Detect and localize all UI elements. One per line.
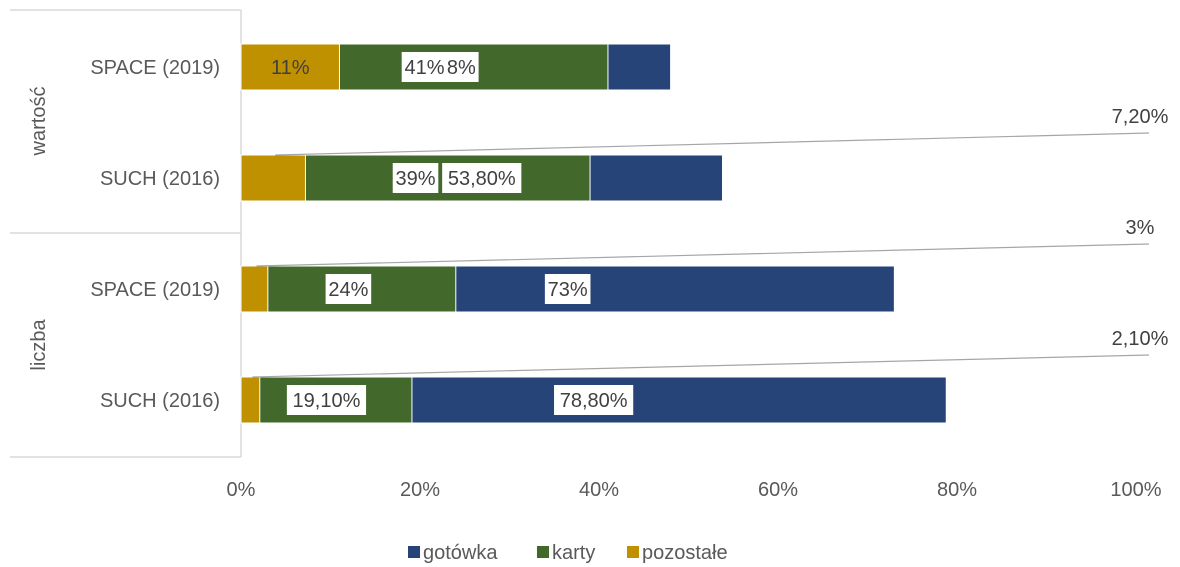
data-label-1-1: 39% <box>396 168 436 190</box>
leader-line-2-2 <box>256 243 1150 267</box>
data-label-2-0: 11% <box>271 57 310 79</box>
legend-swatch-1 <box>537 546 549 558</box>
data-label-box-1-2 <box>325 274 372 304</box>
data-label-0-1: 53,80% <box>448 168 516 190</box>
data-label-box-1-3 <box>286 385 367 415</box>
x-tick-1: 20% <box>400 479 440 501</box>
chart-data-labels: 48%41%11%53,80%39%7,20%73%24%3%78,80%19,… <box>252 52 1169 415</box>
leader-line-2-3 <box>252 354 1150 378</box>
category-label-3: SUCH (2016) <box>100 390 220 412</box>
data-label-box-0-3 <box>554 385 634 415</box>
chart-axes: wartość liczba SPACE (2019) SUCH (2016) SPAC… <box>10 9 242 458</box>
data-label-box-2-0 <box>267 52 314 82</box>
x-tick-5: 100% <box>1110 479 1161 501</box>
x-tick-0: 0% <box>227 479 256 501</box>
x-tick-2: 40% <box>579 479 619 501</box>
data-label-2-2: 3% <box>1126 217 1155 239</box>
data-label-box-0-2 <box>544 274 591 304</box>
data-label-box-1-1 <box>392 163 439 193</box>
category-label-2: SPACE (2019) <box>90 279 220 301</box>
chart-legend: gotówka karty pozostałe <box>408 542 728 564</box>
category-label-0: SPACE (2019) <box>90 57 220 79</box>
group-label-1: liczba <box>28 319 50 371</box>
x-tick-3: 60% <box>758 479 798 501</box>
bar-2-2 <box>240 265 269 313</box>
chart-bars <box>240 43 947 424</box>
data-label-box-1-0 <box>401 52 448 82</box>
data-label-box-0-1 <box>442 163 522 193</box>
data-label-1-0: 41% <box>404 57 444 79</box>
x-tick-4: 80% <box>937 479 977 501</box>
legend-swatch-2 <box>627 546 639 558</box>
legend-label-2: pozostałe <box>642 542 728 564</box>
bar-2-3 <box>240 376 261 424</box>
data-label-2-3: 2,10% <box>1112 328 1169 350</box>
leader-line-2-1 <box>275 132 1150 156</box>
category-label-1: SUCH (2016) <box>100 168 220 190</box>
data-label-2-1: 7,20% <box>1112 106 1169 128</box>
legend-label-1: karty <box>552 542 595 564</box>
chart-x-ticks: 0% 20% 40% 60% 80% 100% <box>227 479 1162 501</box>
legend-swatch-0 <box>408 546 420 558</box>
legend-label-0: gotówka <box>423 542 498 564</box>
group-label-0: wartość <box>28 87 50 157</box>
bar-2-1 <box>240 154 306 202</box>
data-label-1-2: 24% <box>328 279 368 301</box>
data-label-0-3: 78,80% <box>560 390 628 412</box>
data-label-1-3: 19,10% <box>293 390 361 412</box>
data-label-0-2: 73% <box>548 279 588 301</box>
